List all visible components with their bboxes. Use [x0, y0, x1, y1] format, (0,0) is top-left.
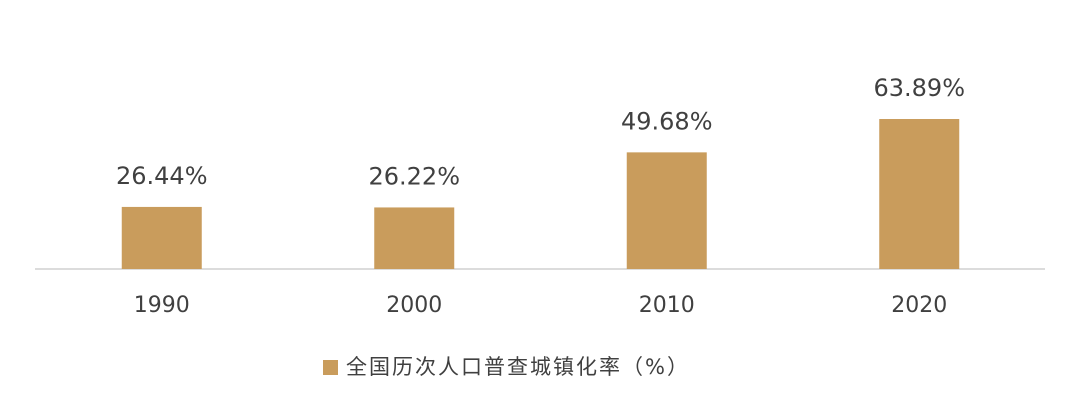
bar — [121, 206, 202, 269]
bar — [879, 119, 960, 269]
bar — [374, 207, 455, 269]
bar — [626, 152, 707, 269]
value-label: 26.22% — [368, 162, 460, 190]
value-label: 63.89% — [873, 74, 965, 102]
x-tick-label: 2000 — [386, 293, 442, 318]
x-tick-label: 1990 — [134, 293, 190, 318]
x-tick-label: 2020 — [891, 293, 947, 318]
value-label: 49.68% — [621, 107, 713, 135]
legend-label: 全国历次人口普查城镇化率（%） — [346, 355, 690, 379]
x-tick-label: 2010 — [639, 293, 695, 318]
value-label: 26.44% — [116, 162, 208, 190]
legend-swatch — [323, 360, 338, 375]
